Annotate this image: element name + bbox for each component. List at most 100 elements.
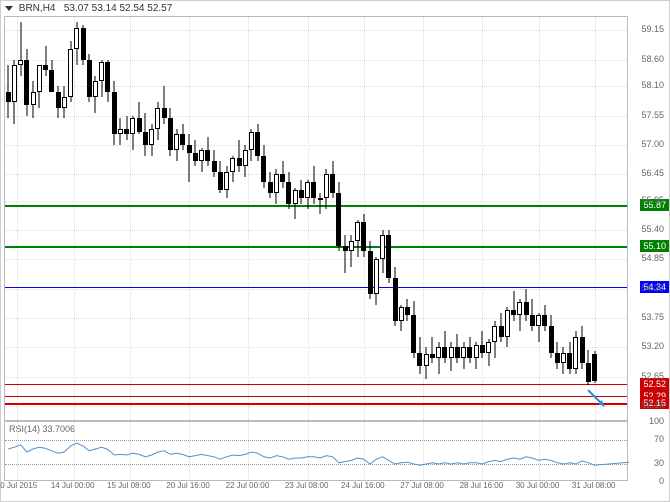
candlestick[interactable] xyxy=(573,17,578,422)
candlestick[interactable] xyxy=(486,17,491,422)
candlestick[interactable] xyxy=(442,17,447,422)
candlestick[interactable] xyxy=(37,17,42,422)
candlestick[interactable] xyxy=(12,17,17,422)
candlestick[interactable] xyxy=(567,17,572,422)
candlestick[interactable] xyxy=(105,17,110,422)
candlestick[interactable] xyxy=(31,17,36,422)
candlestick[interactable] xyxy=(542,17,547,422)
candlestick[interactable] xyxy=(56,17,61,422)
candlestick[interactable] xyxy=(492,17,497,422)
candlestick[interactable] xyxy=(311,17,316,422)
candlestick[interactable] xyxy=(68,17,73,422)
candlestick[interactable] xyxy=(261,17,266,422)
candlestick[interactable] xyxy=(330,17,335,422)
candlestick[interactable] xyxy=(81,17,86,422)
price-chart[interactable]: 55.8755.1054.3452.5252.2952.15 xyxy=(4,16,628,421)
candlestick[interactable] xyxy=(237,17,242,422)
candlestick[interactable] xyxy=(355,17,360,422)
candlestick[interactable] xyxy=(18,17,23,422)
candlestick[interactable] xyxy=(162,17,167,422)
candlestick[interactable] xyxy=(62,17,67,422)
candlestick[interactable] xyxy=(143,17,148,422)
candlestick[interactable] xyxy=(149,17,154,422)
candlestick[interactable] xyxy=(555,17,560,422)
y-tick-label: 55.40 xyxy=(641,224,664,234)
candlestick[interactable] xyxy=(530,17,535,422)
candlestick[interactable] xyxy=(74,17,79,422)
candlestick[interactable] xyxy=(199,17,204,422)
candlestick[interactable] xyxy=(374,17,379,422)
candlestick[interactable] xyxy=(99,17,104,422)
candlestick[interactable] xyxy=(580,17,585,422)
candlestick[interactable] xyxy=(268,17,273,422)
candlestick[interactable] xyxy=(336,17,341,422)
candlestick[interactable] xyxy=(386,17,391,422)
candlestick[interactable] xyxy=(436,17,441,422)
candlestick[interactable] xyxy=(536,17,541,422)
candlestick[interactable] xyxy=(205,17,210,422)
candlestick[interactable] xyxy=(112,17,117,422)
candlestick[interactable] xyxy=(249,17,254,422)
candlestick[interactable] xyxy=(174,17,179,422)
candlestick[interactable] xyxy=(393,17,398,422)
candlestick[interactable] xyxy=(168,17,173,422)
candlestick[interactable] xyxy=(324,17,329,422)
candlestick[interactable] xyxy=(318,17,323,422)
candlestick[interactable] xyxy=(230,17,235,422)
candlestick[interactable] xyxy=(549,17,554,422)
candlestick[interactable] xyxy=(405,17,410,422)
candlestick[interactable] xyxy=(280,17,285,422)
candlestick[interactable] xyxy=(193,17,198,422)
candlestick[interactable] xyxy=(155,17,160,422)
candlestick[interactable] xyxy=(49,17,54,422)
candlestick[interactable] xyxy=(43,17,48,422)
candlestick[interactable] xyxy=(224,17,229,422)
candlestick[interactable] xyxy=(561,17,566,422)
candlestick[interactable] xyxy=(137,17,142,422)
candlestick[interactable] xyxy=(480,17,485,422)
candlestick[interactable] xyxy=(417,17,422,422)
candlestick[interactable] xyxy=(461,17,466,422)
candlestick[interactable] xyxy=(455,17,460,422)
candlestick[interactable] xyxy=(399,17,404,422)
candlestick[interactable] xyxy=(411,17,416,422)
candlestick[interactable] xyxy=(361,17,366,422)
rsi-panel[interactable]: RSI(14) 33.7006 xyxy=(4,421,628,481)
candlestick[interactable] xyxy=(524,17,529,422)
candlestick[interactable] xyxy=(424,17,429,422)
candlestick[interactable] xyxy=(274,17,279,422)
candlestick[interactable] xyxy=(93,17,98,422)
candlestick[interactable] xyxy=(255,17,260,422)
chart-dropdown-icon[interactable] xyxy=(5,6,13,11)
candlestick[interactable] xyxy=(474,17,479,422)
candlestick[interactable] xyxy=(305,17,310,422)
candlestick[interactable] xyxy=(130,17,135,422)
candlestick[interactable] xyxy=(212,17,217,422)
candlestick[interactable] xyxy=(430,17,435,422)
candlestick[interactable] xyxy=(6,17,11,422)
candlestick[interactable] xyxy=(87,17,92,422)
candlestick[interactable] xyxy=(187,17,192,422)
candlestick[interactable] xyxy=(124,17,129,422)
candlestick[interactable] xyxy=(592,17,597,422)
candlestick[interactable] xyxy=(118,17,123,422)
candlestick[interactable] xyxy=(180,17,185,422)
rsi-y-axis: 03070100 xyxy=(626,421,666,481)
candlestick[interactable] xyxy=(586,17,591,422)
candlestick[interactable] xyxy=(368,17,373,422)
candlestick[interactable] xyxy=(24,17,29,422)
candlestick[interactable] xyxy=(467,17,472,422)
candlestick[interactable] xyxy=(505,17,510,422)
candlestick[interactable] xyxy=(299,17,304,422)
candlestick[interactable] xyxy=(449,17,454,422)
candlestick[interactable] xyxy=(293,17,298,422)
candlestick[interactable] xyxy=(286,17,291,422)
candlestick[interactable] xyxy=(243,17,248,422)
candlestick[interactable] xyxy=(511,17,516,422)
candlestick[interactable] xyxy=(517,17,522,422)
candlestick[interactable] xyxy=(349,17,354,422)
candlestick[interactable] xyxy=(499,17,504,422)
candlestick[interactable] xyxy=(343,17,348,422)
candlestick[interactable] xyxy=(380,17,385,422)
candlestick[interactable] xyxy=(218,17,223,422)
